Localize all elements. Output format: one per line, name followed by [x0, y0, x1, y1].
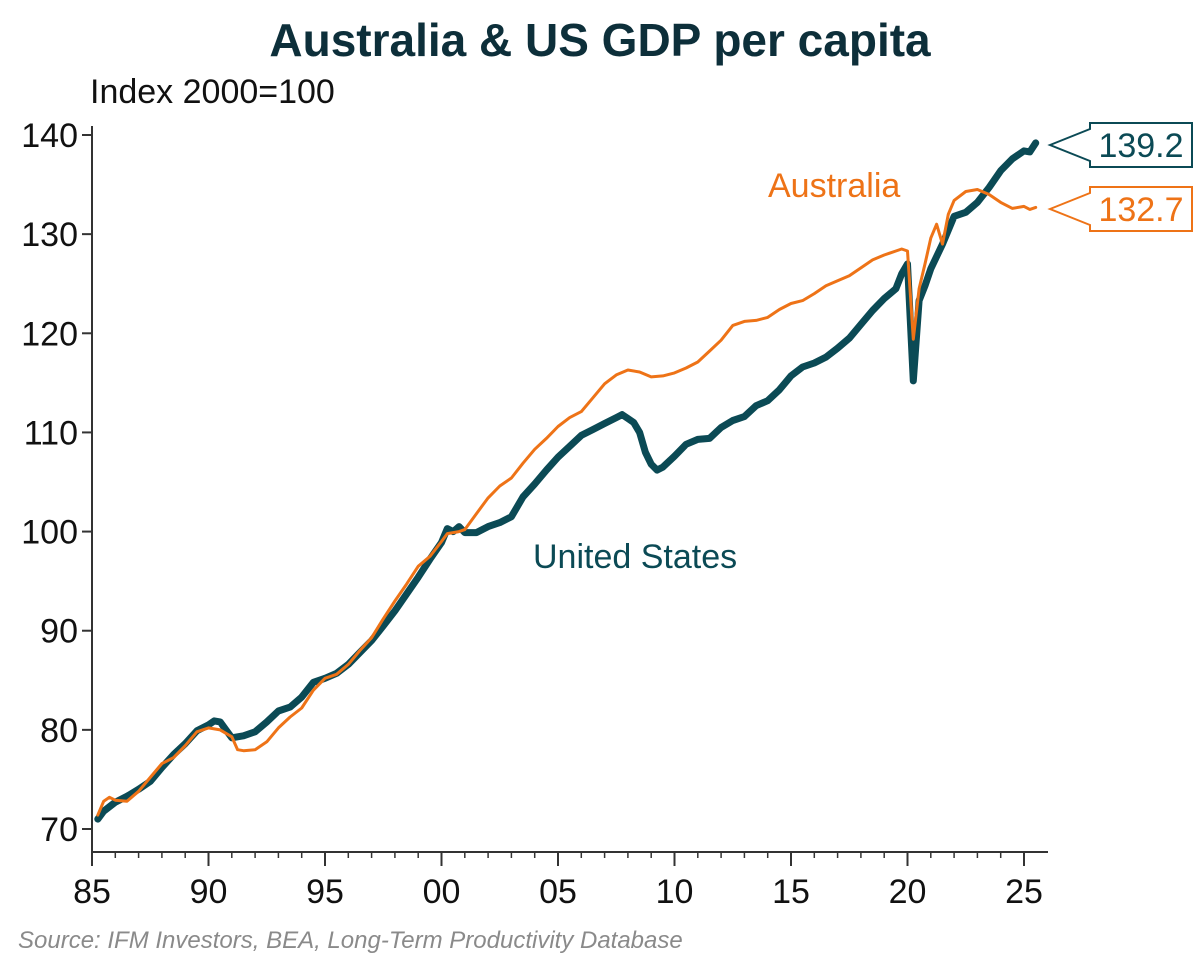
- series-layer: [94, 139, 1040, 823]
- callouts: 139.2 132.7: [1047, 122, 1193, 232]
- series-label-united-states: United States: [533, 538, 737, 576]
- y-tick-label: 110: [24, 414, 78, 452]
- y-tick-label: 90: [40, 613, 78, 651]
- y-tick-label: 120: [21, 315, 78, 353]
- chart-subtitle: Index 2000=100: [90, 73, 335, 111]
- x-tick-label: 10: [656, 873, 694, 911]
- x-tick-label: 05: [539, 873, 577, 911]
- callout-box: [1047, 186, 1193, 232]
- y-tick-label: 80: [40, 712, 78, 750]
- callout-box: [1047, 122, 1193, 168]
- y-tick-label: 140: [21, 117, 78, 155]
- chart-title: Australia & US GDP per capita: [269, 14, 931, 66]
- x-tick-label: 15: [772, 873, 810, 911]
- y-tick-label: 130: [21, 216, 78, 254]
- x-tick-label: 25: [1005, 873, 1043, 911]
- series-label-australia: Australia: [768, 167, 900, 205]
- source-note: Source: IFM Investors, BEA, Long-Term Pr…: [18, 927, 683, 954]
- axes: 70 80 90 100 110 120 130 140 85 90 95 00 05 10 15 20 25: [21, 117, 1048, 911]
- y-tick-label: 70: [40, 811, 78, 849]
- series-line-united-states: [94, 139, 1040, 823]
- series-line-australia: [96, 188, 1038, 817]
- x-tick-label: 95: [306, 873, 344, 911]
- y-tick-label: 100: [21, 514, 78, 552]
- x-tick-label: 85: [73, 873, 111, 911]
- x-tick-label: 00: [423, 873, 461, 911]
- x-tick-label: 90: [190, 873, 228, 911]
- callout-value: 132.7: [1098, 191, 1183, 229]
- callout-value: 139.2: [1098, 127, 1183, 165]
- callout-australia: 132.7: [1047, 186, 1193, 232]
- x-tick-label: 20: [889, 873, 927, 911]
- callout-united-states: 139.2: [1047, 122, 1193, 168]
